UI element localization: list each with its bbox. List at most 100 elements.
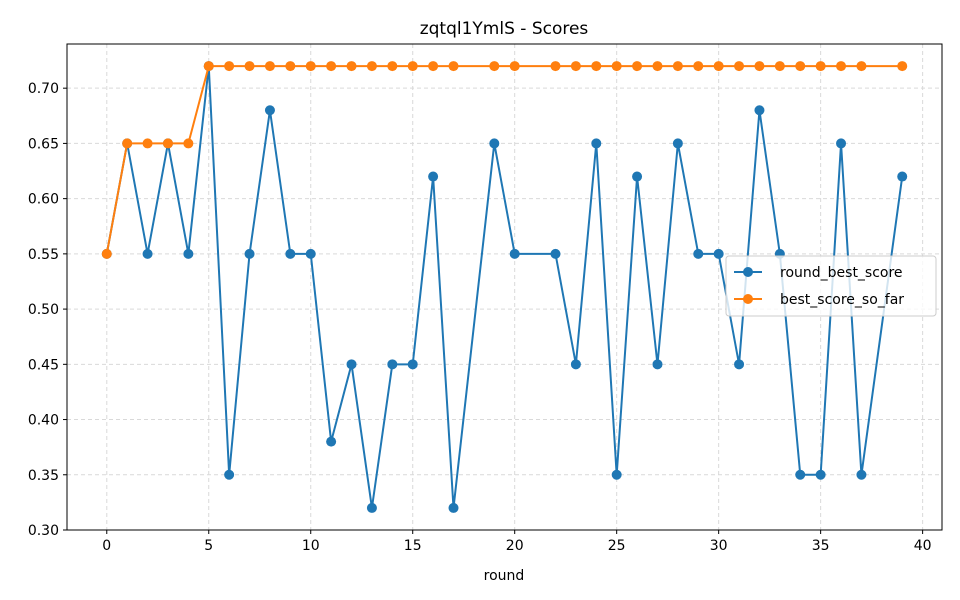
data-point [366, 502, 377, 513]
data-point [672, 138, 683, 149]
data-point [754, 105, 765, 116]
data-point [774, 61, 785, 72]
legend-item: best_score_so_far [734, 292, 904, 308]
data-point [713, 248, 724, 259]
data-point [489, 61, 500, 72]
x-axis-label: round [484, 568, 525, 584]
data-point [366, 61, 377, 72]
y-tick-label: 0.35 [28, 468, 59, 484]
data-point [326, 61, 337, 72]
legend-label: best_score_so_far [780, 292, 904, 308]
data-point [815, 469, 826, 480]
data-point [224, 469, 235, 480]
x-tick-label: 20 [506, 538, 524, 554]
y-tick-label: 0.55 [28, 247, 59, 263]
legend-label: round_best_score [780, 265, 903, 281]
y-tick-label: 0.60 [28, 192, 59, 208]
data-point [591, 61, 602, 72]
data-point [693, 248, 704, 259]
data-point [142, 248, 153, 259]
data-point [428, 61, 439, 72]
data-point [346, 359, 357, 370]
data-point [407, 359, 418, 370]
data-point [550, 248, 561, 259]
data-point [244, 248, 255, 259]
data-point [632, 61, 643, 72]
data-point [183, 138, 194, 149]
y-axis: 0.30 0.35 0.40 0.45 0.50 0.55 0.60 0.65 0.70 [28, 81, 67, 539]
data-point [734, 61, 745, 72]
data-point [795, 469, 806, 480]
data-point [897, 61, 908, 72]
data-point [428, 171, 439, 182]
data-point [509, 248, 520, 259]
data-point [652, 359, 663, 370]
plot-frame [66, 43, 943, 531]
data-point [795, 61, 806, 72]
data-point [591, 138, 602, 149]
legend-marker [743, 294, 753, 304]
data-point [693, 61, 704, 72]
x-axis: 0 5 10 15 20 25 30 35 40 [102, 530, 932, 554]
data-point [448, 502, 459, 513]
data-point [285, 61, 296, 72]
y-tick-label: 0.50 [28, 302, 59, 318]
x-tick-label: 40 [914, 538, 932, 554]
legend-box [725, 255, 937, 317]
data-point [387, 359, 398, 370]
data-point [264, 61, 275, 72]
data-point [836, 61, 847, 72]
data-point [672, 61, 683, 72]
x-tick-label: 10 [302, 538, 320, 554]
data-point [856, 61, 867, 72]
x-tick-label: 25 [608, 538, 626, 554]
data-point [326, 436, 337, 447]
y-tick-label: 0.45 [28, 357, 59, 373]
y-tick-label: 0.65 [28, 136, 59, 152]
legend-item: round_best_score [734, 265, 903, 281]
series-layer [101, 61, 908, 513]
x-tick-label: 35 [812, 538, 830, 554]
data-point [101, 248, 112, 259]
legend-marker [743, 267, 753, 277]
data-point [734, 359, 745, 370]
x-tick-label: 15 [404, 538, 422, 554]
series-best_score_so_far [101, 61, 908, 259]
data-point [754, 61, 765, 72]
data-point [346, 61, 357, 72]
data-point [183, 248, 194, 259]
data-point [836, 138, 847, 149]
data-point [611, 469, 622, 480]
data-point [264, 105, 275, 116]
data-point [652, 61, 663, 72]
y-tick-label: 0.30 [28, 523, 59, 539]
data-point [509, 61, 520, 72]
data-point [224, 61, 235, 72]
x-tick-label: 5 [204, 538, 213, 554]
data-point [489, 138, 500, 149]
data-point [550, 61, 561, 72]
data-point [713, 61, 724, 72]
data-point [244, 61, 255, 72]
data-point [611, 61, 622, 72]
data-point [162, 138, 173, 149]
data-point [570, 359, 581, 370]
data-point [305, 61, 316, 72]
data-point [305, 248, 316, 259]
data-point [387, 61, 398, 72]
data-point [203, 61, 214, 72]
y-tick-label: 0.70 [28, 81, 59, 97]
y-tick-label: 0.40 [28, 413, 59, 429]
data-point [815, 61, 826, 72]
legend: round_best_score best_score_so_far [725, 255, 937, 317]
chart-title: zqtql1YmlS - Scores [420, 19, 589, 39]
data-point [448, 61, 459, 72]
data-point [142, 138, 153, 149]
data-point [122, 138, 133, 149]
x-tick-label: 0 [102, 538, 111, 554]
data-point [407, 61, 418, 72]
data-point [856, 469, 867, 480]
data-point [897, 171, 908, 182]
data-point [570, 61, 581, 72]
